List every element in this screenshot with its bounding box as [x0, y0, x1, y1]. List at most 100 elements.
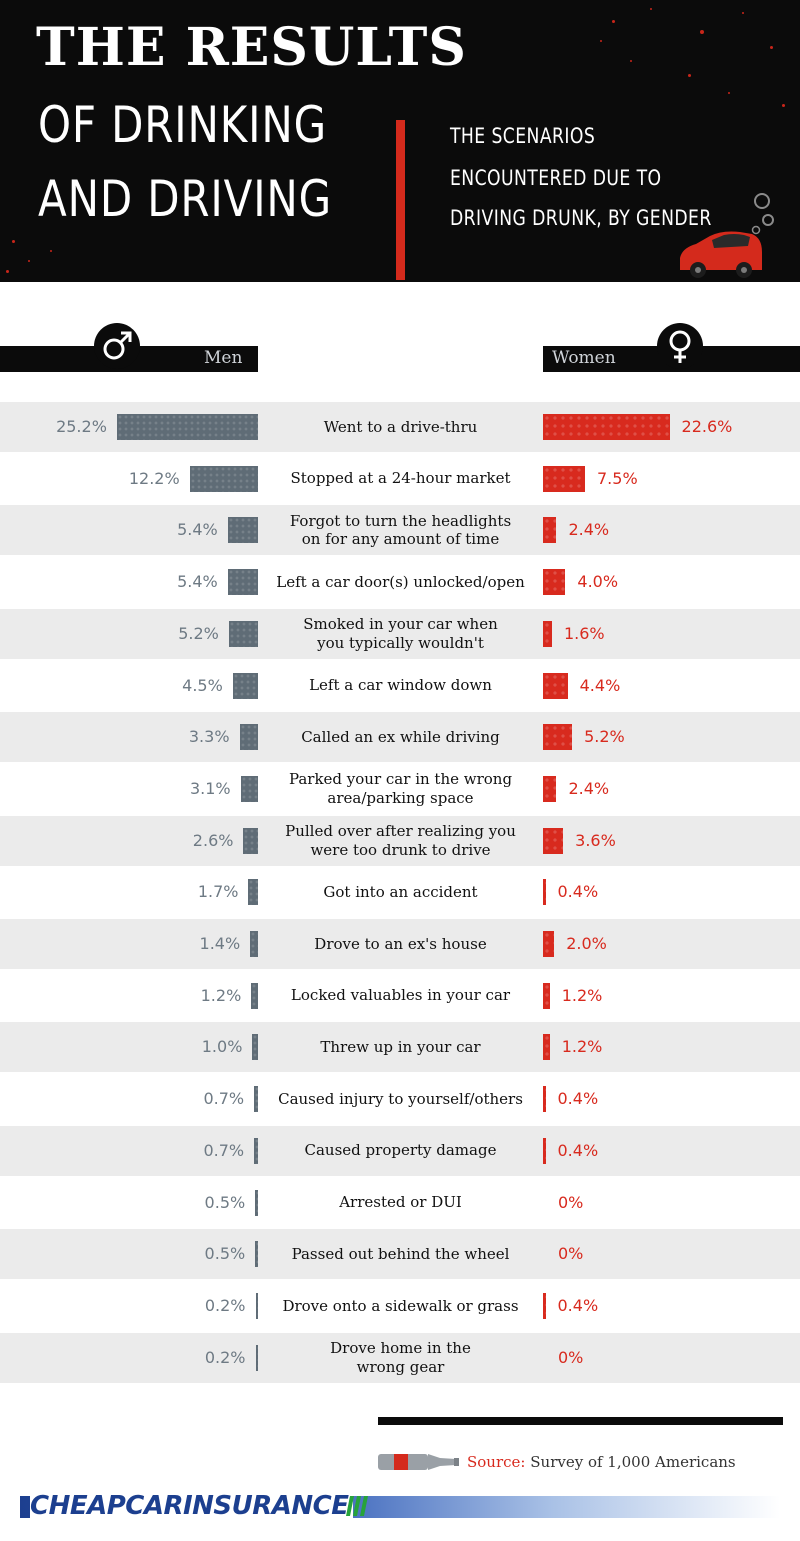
- table-row: 5.2% Smoked in your car when you typically…: [0, 608, 800, 659]
- category-label: Drove onto a sidewalk or grass: [282, 1296, 519, 1315]
- value-label-women: 5.2%: [584, 727, 625, 747]
- category-label: Left a car door(s) unlocked/open: [276, 572, 525, 591]
- bar-men: [255, 1344, 258, 1371]
- car-icon: [680, 193, 774, 278]
- table-row: 1.2% Locked valuables in your car 1.2%: [0, 971, 800, 1021]
- brand-text: CHEAPCARINSURANCE: [30, 1491, 349, 1521]
- bar-men: [252, 1034, 258, 1061]
- table-row: 4.5% Left a car window down 4.4%: [0, 661, 800, 711]
- bar-men: [243, 827, 258, 854]
- value-label-men: 0.7%: [203, 1089, 245, 1109]
- bar-men: [228, 620, 258, 647]
- category-label: Drove home in the wrong gear: [330, 1338, 471, 1376]
- table-row: 0.7% Caused injury to yourself/others 0.4%: [0, 1074, 800, 1124]
- subtitle-line-1: THE SCENARIOS: [450, 124, 596, 148]
- title-line-1: THE RESULTS: [36, 17, 467, 78]
- value-label-women: 2.4%: [568, 520, 610, 540]
- category-label: Went to a drive-thru: [323, 417, 478, 436]
- category-label: Left a car window down: [309, 676, 492, 695]
- bar-men: [254, 1086, 258, 1113]
- value-label-women: 0.4%: [557, 1295, 599, 1315]
- bar-men: [227, 517, 258, 544]
- bar-men: [254, 1137, 258, 1164]
- value-label-men: 3.3%: [188, 727, 230, 747]
- value-label-women: 4.0%: [577, 572, 619, 592]
- value-label-men: 12.2%: [128, 468, 180, 488]
- category-label: Threw up in your car: [320, 1038, 481, 1057]
- bar-women: [543, 724, 573, 751]
- female-symbol-icon: [657, 323, 703, 369]
- table-row: 0.2% Drove home in the wrong gear 0%: [0, 1332, 800, 1383]
- bar-men: [255, 1189, 258, 1216]
- value-label-women: 1.6%: [563, 623, 605, 643]
- bar-men: [232, 672, 258, 699]
- table-row: 12.2% Stopped at a 24-hour market 7.5%: [0, 454, 800, 504]
- speck: [688, 74, 691, 77]
- value-label-women: 0.4%: [557, 1089, 599, 1109]
- footer-divider: [378, 1417, 783, 1425]
- bar-women: [543, 1137, 546, 1164]
- speck: [700, 30, 704, 34]
- source-key: Source:: [467, 1453, 526, 1471]
- category-label: Locked valuables in your car: [290, 986, 511, 1005]
- bar-women: [543, 517, 557, 544]
- value-label-women: 3.6%: [575, 830, 616, 850]
- bar-men: [239, 724, 258, 751]
- table-row: 0.2% Drove onto a sidewalk or grass 0.4%: [0, 1281, 800, 1331]
- category-label: Parked your car in the wrong area/parking…: [288, 770, 513, 807]
- speck: [728, 92, 730, 94]
- table-row: 3.1% Parked your car in the wrong area/par…: [0, 764, 800, 814]
- bar-women: [543, 465, 585, 492]
- category-label: Drove to an ex's house: [314, 934, 487, 953]
- value-label-men: 1.7%: [197, 882, 239, 902]
- title-divider: [396, 120, 405, 280]
- table-row: 1.4% Drove to an ex's house 2.0%: [0, 919, 800, 969]
- speck: [6, 270, 9, 273]
- table-row: 0.7% Caused property damage 0.4%: [0, 1125, 800, 1176]
- table-row: 0.5% Passed out behind the wheel 0%: [0, 1229, 800, 1280]
- table-row: 3.3% Called an ex while driving 5.2%: [0, 712, 800, 763]
- bar-men: [255, 1241, 258, 1268]
- value-label-women: 22.6%: [681, 417, 733, 436]
- bar-women: [543, 931, 555, 957]
- value-label-men: 4.5%: [182, 675, 223, 695]
- bar-women: [543, 827, 564, 854]
- bar-women: [543, 879, 546, 906]
- legend-men-label: Men: [204, 348, 243, 368]
- bar-women: [543, 1086, 546, 1113]
- speck: [782, 104, 785, 107]
- category-label: Smoked in your car when you typically wou…: [303, 615, 498, 652]
- value-label-women: 2.4%: [568, 778, 610, 798]
- title-line-3: AND DRIVING: [38, 170, 333, 228]
- value-label-men: 3.1%: [189, 778, 231, 798]
- speck: [28, 260, 30, 262]
- legend-women-label: Women: [552, 348, 616, 368]
- category-label: Pulled over after realizing you were too …: [285, 821, 516, 859]
- value-label-men: 25.2%: [56, 417, 107, 436]
- table-row: 1.7% Got into an accident 0.4%: [0, 867, 800, 917]
- value-label-men: 0.2%: [204, 1295, 246, 1315]
- table-row: 5.4% Forgot to turn the headlights on for …: [0, 505, 800, 556]
- value-label-women: 2.0%: [566, 934, 607, 953]
- bar-men: [227, 569, 258, 596]
- value-label-men: 5.4%: [177, 520, 218, 540]
- value-label-women: 1.2%: [561, 985, 603, 1005]
- value-label-women: 1.2%: [561, 1037, 603, 1057]
- category-label: Called an ex while driving: [301, 727, 500, 746]
- category-label: Passed out behind the wheel: [291, 1244, 510, 1263]
- bar-men: [255, 1292, 258, 1319]
- value-label-men: 0.5%: [204, 1192, 246, 1212]
- bar-women: [543, 620, 552, 647]
- source-text: Survey of 1,000 Americans: [525, 1453, 736, 1471]
- bar-women: [543, 982, 550, 1009]
- source-note: Source: Survey of 1,000 Americans: [467, 1453, 736, 1471]
- category-label: Forgot to turn the headlights on for any …: [289, 511, 512, 549]
- value-label-women: 7.5%: [597, 468, 638, 488]
- brand-logo: CHEAPCARINSURANCE: [30, 1490, 353, 1522]
- bar-women: [543, 1292, 546, 1319]
- speck: [650, 8, 652, 10]
- bar-women: [543, 672, 568, 699]
- value-label-men: 5.4%: [177, 572, 218, 592]
- title-line-2: OF DRINKING: [38, 96, 328, 154]
- bar-women: [543, 569, 566, 596]
